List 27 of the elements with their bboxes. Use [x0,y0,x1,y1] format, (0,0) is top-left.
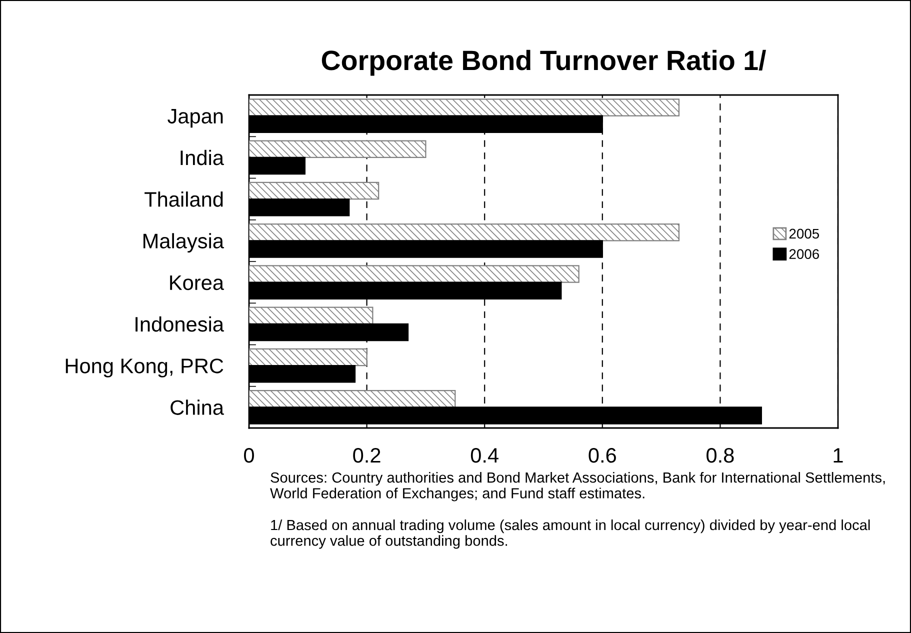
y-tick-label: Malaysia [144,233,224,253]
x-tick-label: 0.6 [588,448,616,463]
legend-label: 2006 [789,249,820,260]
y-tick-label: Thailand [144,192,223,207]
source-note: Sources: Country authorities and Bond Market Associations, Bank for International Settlements, World Federation of Exchanges; and Fund staff estimates. [270,472,885,502]
y-tick-label: China [170,400,224,415]
bar [249,98,680,116]
legend-label: 2005 [789,228,820,239]
y-tick-label: Indonesia [136,316,224,332]
y-tick-label: India [180,150,224,166]
bar [249,140,426,158]
x-tick-label: 0.2 [353,448,380,463]
x-tick-label: 0.4 [470,448,498,463]
y-tick-label: Japan [168,109,223,128]
text: 1/ Based on annual trading volume (sales amount in local currency) divided by year-end local currency value of outstanding bonds. [270,519,870,549]
x-tick-label: 0 [244,448,254,463]
chart-title: Corporate Bond Turnover Ratio 1/ [322,50,766,76]
y-tick-label: Korea [170,276,224,290]
y-tick-label: Hong Kong, PRC [66,358,224,378]
x-tick-label: 1 [834,448,843,463]
bar [249,306,374,324]
bar [249,348,368,366]
bar [249,265,580,283]
bar [249,182,380,200]
x-tick-label: 0.8 [706,448,734,463]
bar [249,223,680,242]
bar [249,390,456,408]
